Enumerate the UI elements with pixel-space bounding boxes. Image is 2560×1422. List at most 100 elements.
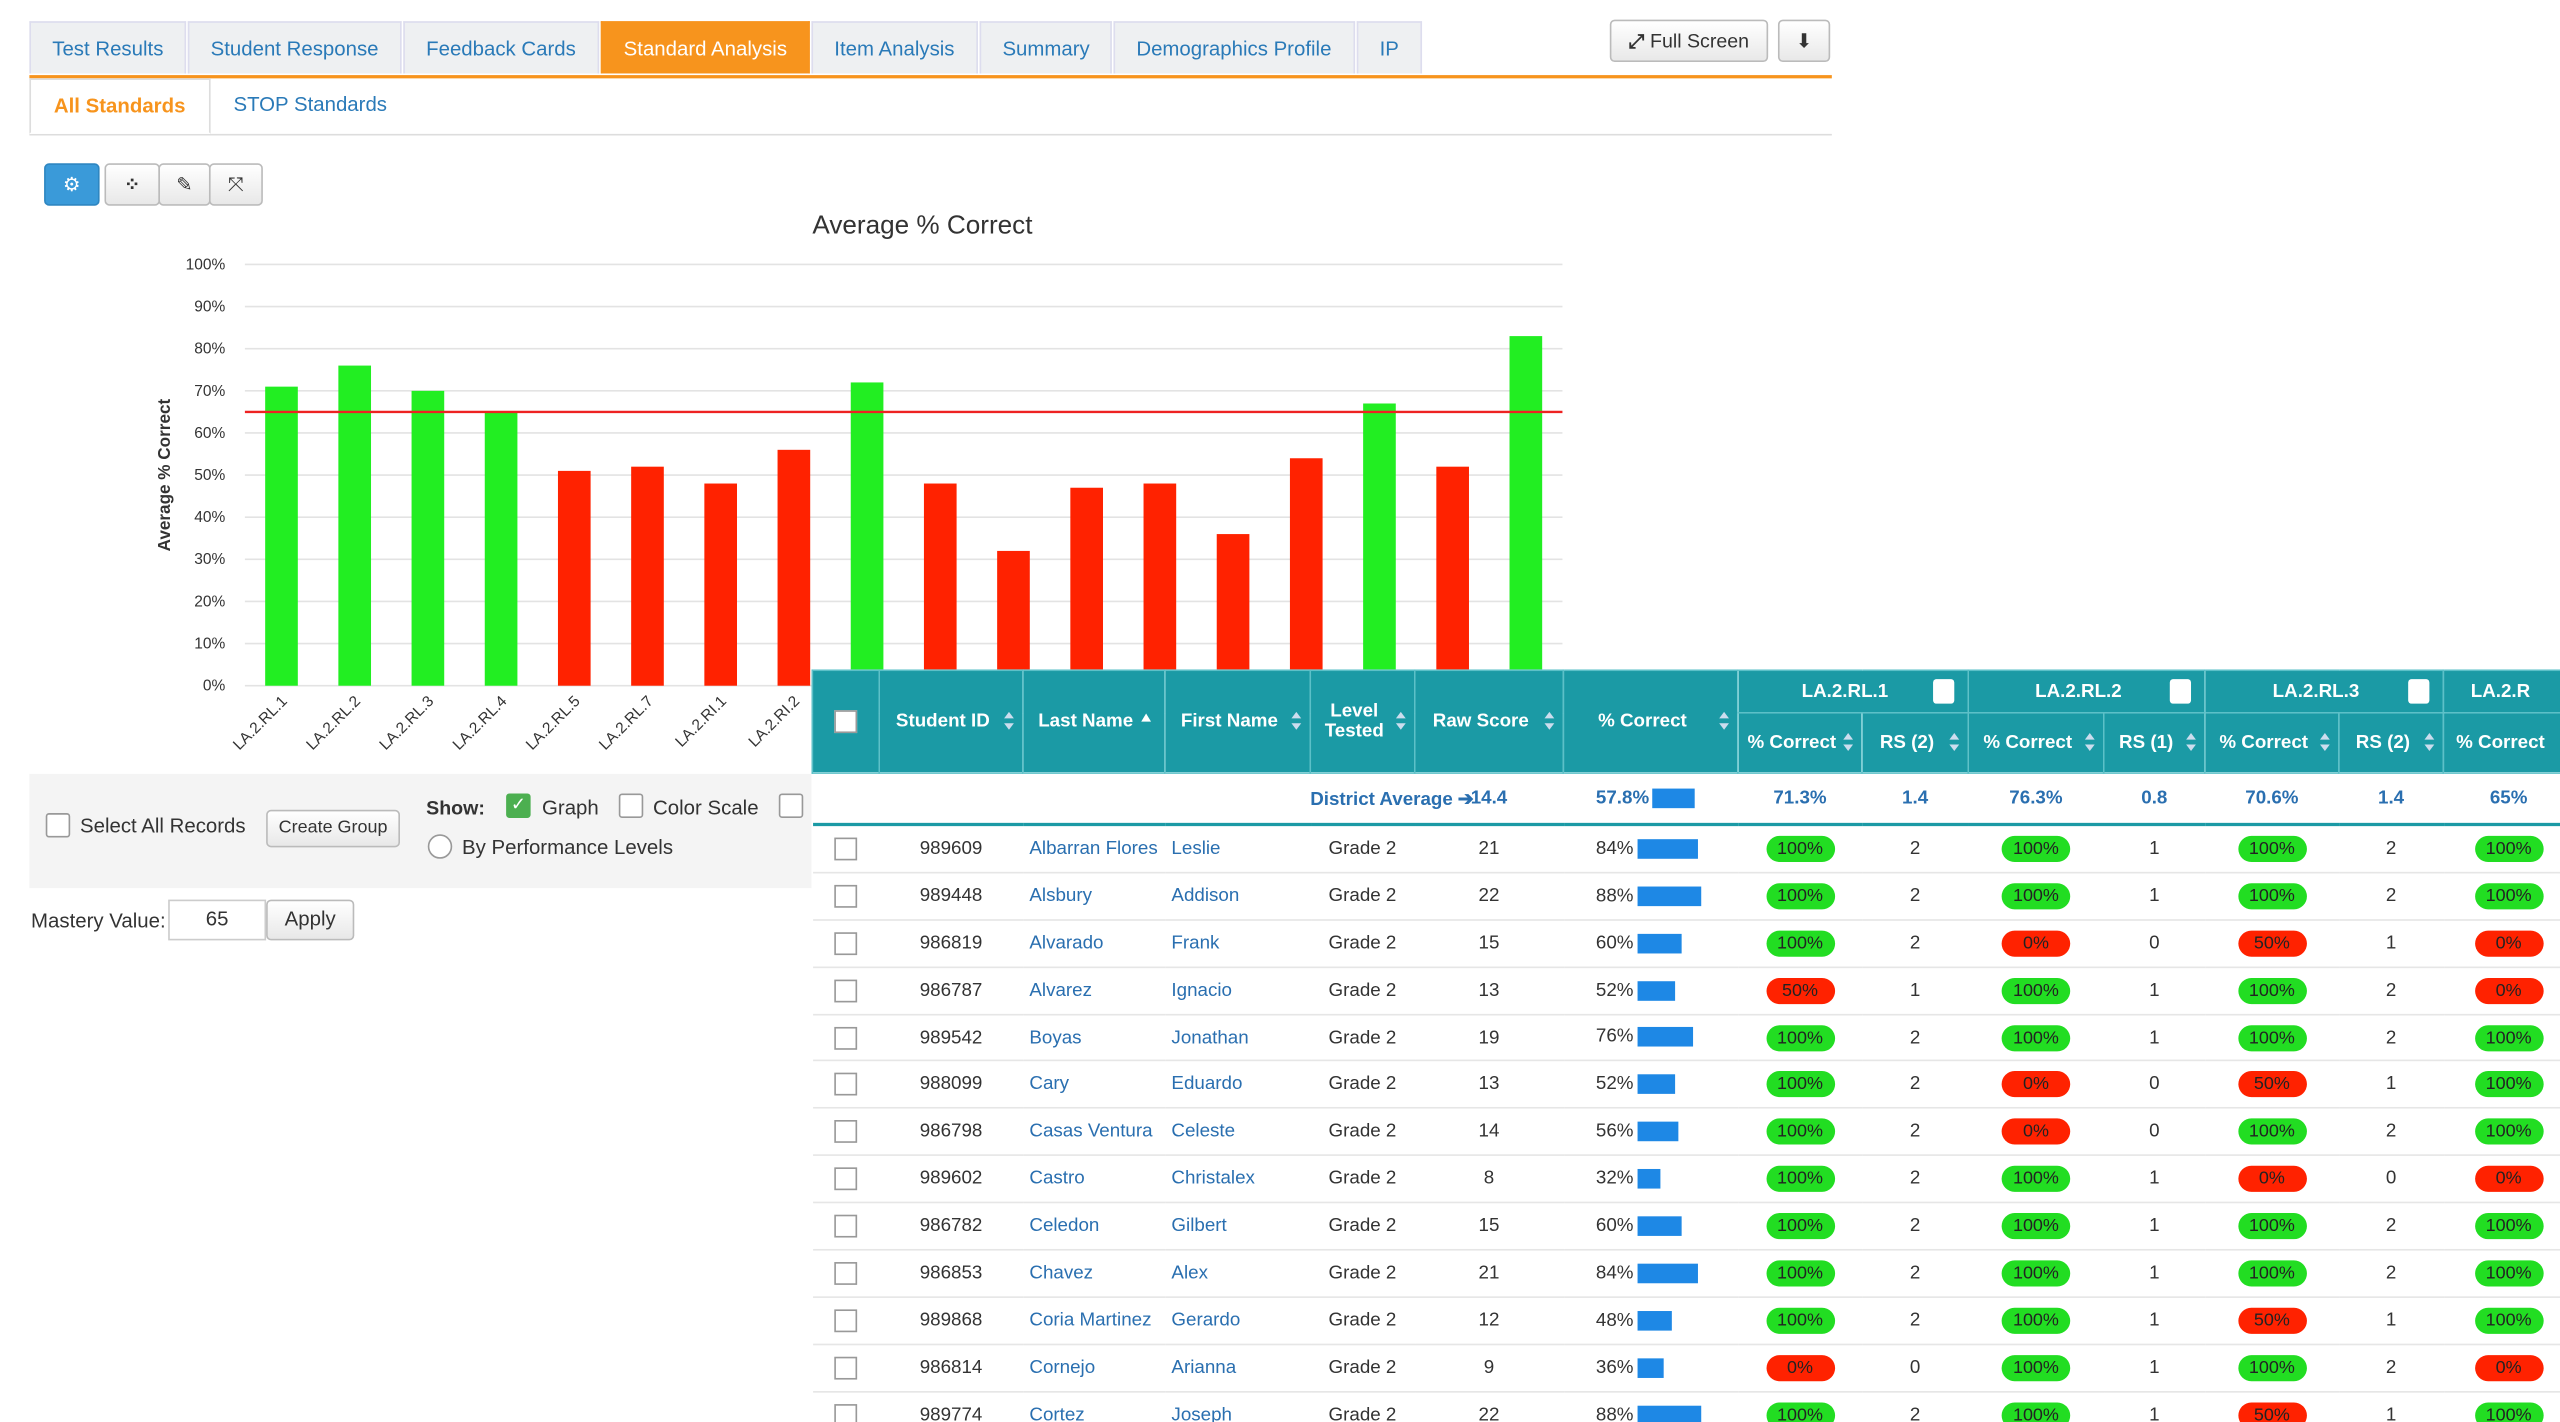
pct-bar — [1636, 1074, 1675, 1095]
row-checkbox[interactable] — [834, 1120, 858, 1144]
select-checkbox[interactable] — [834, 710, 858, 734]
extra-checkbox[interactable] — [778, 793, 804, 818]
table-head: Student ID Last Name First Name Level Teste… — [811, 669, 2560, 774]
tab[interactable]: Test Results — [29, 21, 187, 74]
name-cell[interactable]: Alsbury — [1022, 872, 1165, 921]
row-checkbox-cell — [812, 1296, 880, 1345]
header-cell[interactable]: Last Name — [1022, 669, 1166, 774]
subheader-cell[interactable]: % Correct — [1737, 711, 1863, 774]
subtab[interactable]: All Standards — [29, 78, 210, 134]
header-cell[interactable]: Student ID — [878, 669, 1024, 774]
name-cell[interactable]: Gerardo — [1164, 1296, 1311, 1345]
pct-label: 84% — [1595, 839, 1634, 859]
standard-pct-cell: 100% — [1737, 872, 1863, 921]
tab[interactable]: Standard Analysis — [600, 21, 810, 74]
row-checkbox[interactable] — [834, 837, 858, 861]
name-cell[interactable]: Celeste — [1164, 1108, 1311, 1157]
score-pill: 0% — [2001, 930, 2071, 957]
row-checkbox[interactable] — [834, 1073, 858, 1097]
y-tick-label: 40% — [194, 509, 225, 526]
header-cell[interactable]: Level Tested — [1309, 669, 1416, 774]
doc-icon[interactable] — [2169, 679, 2192, 704]
row-checkbox[interactable] — [834, 978, 858, 1002]
name-cell[interactable]: Cary — [1022, 1061, 1165, 1110]
full-screen-button[interactable]: ⤢ Full Screen — [1609, 19, 1769, 63]
name-cell[interactable]: Celedon — [1022, 1202, 1165, 1251]
download-button[interactable]: ⬇ — [1777, 19, 1831, 63]
subheader-cell[interactable]: % Correct — [2442, 711, 2560, 774]
name-cell[interactable]: Casas Ventura — [1022, 1108, 1165, 1157]
name-cell[interactable]: Gilbert — [1164, 1202, 1311, 1251]
subtab[interactable]: STOP Standards — [233, 93, 388, 116]
mastery-input[interactable]: 65 — [168, 899, 267, 941]
header-cell[interactable]: % Correct — [1562, 669, 1739, 774]
average-text[interactable]: District Average — [1310, 790, 1453, 810]
header-cell[interactable]: First Name — [1164, 669, 1312, 774]
name-cell[interactable]: Boyas — [1022, 1013, 1165, 1062]
name-cell[interactable]: Christalex — [1164, 1155, 1311, 1204]
name-cell[interactable]: Addison — [1164, 872, 1311, 921]
row-checkbox[interactable] — [834, 1261, 858, 1285]
name-cell[interactable]: Ignacio — [1164, 966, 1311, 1015]
name-cell[interactable]: Alex — [1164, 1249, 1311, 1298]
name-cell[interactable]: Frank — [1164, 919, 1311, 968]
bar — [1509, 336, 1543, 686]
color-scale-checkbox[interactable] — [618, 793, 644, 818]
row-checkbox[interactable] — [834, 1167, 858, 1191]
doc-icon[interactable] — [2408, 679, 2430, 704]
score-pill: 100% — [2001, 1307, 2071, 1334]
apply-button[interactable]: Apply — [266, 899, 355, 941]
pct-correct-cell: 57.8% — [1563, 773, 1738, 827]
cell: 986787 — [879, 966, 1023, 1015]
expand-button[interactable]: ⤧ — [208, 163, 263, 206]
row-checkbox[interactable] — [834, 1403, 858, 1422]
name-cell[interactable]: Albarran Flores — [1022, 824, 1165, 874]
subheader-cell[interactable]: RS (2) — [2338, 711, 2445, 774]
settings-button[interactable]: ⚙ — [44, 163, 100, 206]
doc-icon[interactable] — [1933, 679, 1955, 704]
tab[interactable]: Demographics Profile — [1113, 21, 1355, 74]
score-pill: 100% — [1765, 1260, 1835, 1287]
name-cell[interactable]: Arianna — [1164, 1344, 1311, 1393]
subheader-row: % Correct RS (2)% Correct RS (1)% Correct R… — [812, 711, 2560, 774]
tab[interactable]: Student Response — [187, 21, 402, 74]
name-cell[interactable]: Leslie — [1164, 824, 1311, 874]
select-all-checkbox[interactable] — [45, 813, 71, 838]
row-checkbox[interactable] — [834, 1214, 858, 1238]
name-cell[interactable]: Castro — [1022, 1155, 1165, 1204]
name-cell[interactable]: Alvarado — [1022, 919, 1165, 968]
tab[interactable]: IP — [1356, 21, 1422, 74]
name-cell[interactable]: Jonathan — [1164, 1013, 1311, 1062]
standard-pct-cell: 100% — [1737, 1013, 1863, 1062]
name-cell[interactable]: Alvarez — [1022, 966, 1165, 1015]
create-group-button[interactable]: Create Group — [266, 809, 400, 848]
performance-levels-radio[interactable] — [427, 834, 453, 859]
name-cell[interactable]: Eduardo — [1164, 1061, 1311, 1110]
standard-pct-cell: 100% — [2204, 824, 2339, 874]
row-checkbox[interactable] — [834, 931, 858, 955]
name-cell[interactable]: Joseph — [1164, 1391, 1311, 1422]
cell: Grade 2 — [1310, 1344, 1415, 1393]
x-tick-label: LA.2.RL.1 — [230, 693, 291, 754]
score-pill: 100% — [2237, 835, 2307, 862]
name-cell[interactable]: Coria Martinez — [1022, 1296, 1165, 1345]
header-cell[interactable]: Raw Score — [1413, 669, 1565, 774]
row-checkbox[interactable] — [834, 1309, 858, 1332]
subheader-cell[interactable]: % Correct — [1967, 711, 2105, 774]
tab[interactable]: Feedback Cards — [403, 21, 599, 74]
name-cell[interactable]: Chavez — [1022, 1249, 1165, 1298]
subheader-cell[interactable]: RS (1) — [2102, 711, 2206, 774]
tab[interactable]: Summary — [979, 21, 1113, 74]
edit-button[interactable]: ✎ — [158, 163, 211, 206]
graph-checkbox[interactable]: ✓ — [506, 793, 531, 818]
row-checkbox[interactable] — [834, 1356, 858, 1380]
subheader-cell[interactable]: RS (2) — [1861, 711, 1970, 774]
tab[interactable]: Item Analysis — [811, 21, 978, 74]
row-checkbox[interactable] — [834, 884, 858, 908]
score-pill: 100% — [2474, 1024, 2543, 1051]
name-cell[interactable]: Cortez — [1022, 1391, 1165, 1422]
name-cell[interactable]: Cornejo — [1022, 1344, 1165, 1393]
subheader-cell[interactable]: % Correct — [2204, 711, 2340, 774]
row-checkbox[interactable] — [834, 1026, 858, 1049]
